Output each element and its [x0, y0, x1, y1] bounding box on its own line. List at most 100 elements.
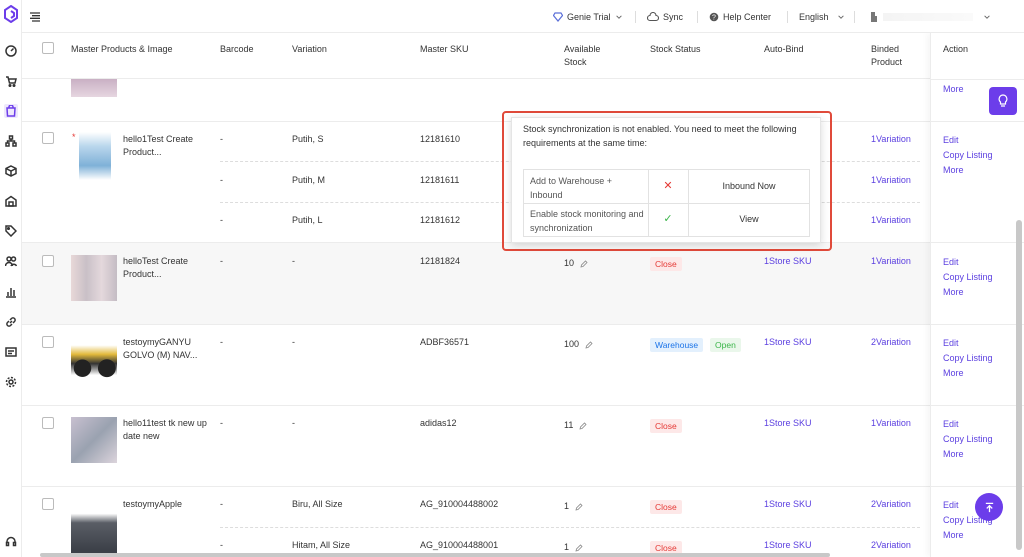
bar-chart-icon[interactable]: [4, 285, 18, 299]
success-check-icon: ✓: [663, 213, 673, 225]
barcode-value: -: [220, 175, 223, 185]
product-name[interactable]: hello1Test Create Product...: [123, 134, 194, 157]
edit-pencil-icon[interactable]: [585, 341, 593, 349]
app-logo-icon[interactable]: [3, 5, 19, 23]
horizontal-scrollbar[interactable]: [40, 553, 830, 557]
warehouse-badge: Warehouse: [650, 338, 704, 352]
binded-product-link[interactable]: 1Variation: [871, 175, 911, 185]
binded-product-link[interactable]: 1Variation: [871, 134, 911, 144]
edit-link[interactable]: Edit: [943, 338, 959, 348]
edit-pencil-icon[interactable]: [579, 422, 587, 430]
col-variation: Variation: [292, 44, 327, 54]
copy-listing-link[interactable]: Copy Listing: [943, 150, 993, 160]
product-image[interactable]: [79, 132, 111, 180]
copy-listing-link[interactable]: Copy Listing: [943, 515, 993, 525]
col-binded-product: Binded Product: [871, 44, 903, 67]
row-checkbox[interactable]: [42, 336, 54, 348]
row-checkbox[interactable]: [42, 132, 54, 144]
account-menu[interactable]: [869, 10, 991, 24]
auto-bind-link[interactable]: 1Store SKU: [764, 499, 812, 509]
auto-bind-link[interactable]: 1Store SKU: [764, 337, 812, 347]
product-name[interactable]: helloTest Create Product...: [123, 256, 189, 279]
help-center-link[interactable]: ? Help Center: [709, 10, 771, 24]
cart-icon[interactable]: [4, 74, 18, 88]
popover-message: Stock synchronization is not enabled. Yo…: [523, 124, 797, 148]
edit-pencil-icon[interactable]: [575, 503, 583, 511]
binded-product-link[interactable]: 1Variation: [871, 215, 911, 225]
available-stock: 1: [564, 500, 583, 513]
row-checkbox[interactable]: [42, 255, 54, 267]
product-image[interactable]: [71, 417, 117, 463]
tips-lightbulb-button[interactable]: [989, 87, 1017, 115]
product-name[interactable]: testoymyGANYU GOLVO (M) NAV...: [123, 337, 198, 360]
col-master-sku: Master SKU: [420, 44, 469, 54]
edit-pencil-icon[interactable]: [580, 260, 588, 268]
copy-listing-link[interactable]: Copy Listing: [943, 272, 993, 282]
hierarchy-icon[interactable]: [4, 134, 18, 148]
diamond-icon: [553, 12, 563, 22]
package-icon[interactable]: [4, 164, 18, 178]
products-icon[interactable]: [4, 104, 18, 118]
link-icon[interactable]: [4, 315, 18, 329]
auto-bind-link[interactable]: 1Store SKU: [764, 540, 812, 550]
binded-product-link[interactable]: 2Variation: [871, 337, 911, 347]
edit-link[interactable]: Edit: [943, 500, 959, 510]
product-image[interactable]: [71, 255, 117, 301]
menu-toggle-icon[interactable]: [29, 10, 41, 24]
lightbulb-icon: [998, 94, 1008, 107]
view-link[interactable]: View: [739, 214, 759, 224]
product-name[interactable]: hello11test tk new up date new: [123, 418, 207, 441]
warehouse-icon[interactable]: [4, 194, 18, 208]
account-name-redacted: [883, 13, 973, 21]
table-row[interactable]: [22, 243, 1024, 324]
product-name[interactable]: testoymyApple: [123, 499, 183, 509]
more-link[interactable]: More: [943, 368, 964, 378]
language-selector[interactable]: English: [799, 10, 845, 24]
product-image[interactable]: [71, 336, 117, 382]
inbound-now-link[interactable]: Inbound Now: [722, 181, 776, 191]
plan-label: Genie Trial: [567, 12, 611, 22]
variation-value: -: [292, 337, 295, 347]
auto-bind-link[interactable]: 1Store SKU: [764, 418, 812, 428]
product-image[interactable]: [71, 79, 117, 97]
more-link[interactable]: More: [943, 165, 964, 175]
tag-icon[interactable]: [4, 224, 18, 238]
edit-link[interactable]: Edit: [943, 257, 959, 267]
auto-bind-link[interactable]: 1Store SKU: [764, 256, 812, 266]
barcode-value: -: [220, 337, 223, 347]
row-checkbox[interactable]: [42, 417, 54, 429]
top-bar: Genie Trial Sync ? Help Center English: [22, 0, 1024, 33]
svg-text:?: ?: [712, 15, 716, 22]
edit-link[interactable]: Edit: [943, 135, 959, 145]
more-link[interactable]: More: [943, 84, 964, 94]
message-icon[interactable]: [4, 345, 18, 359]
help-circle-icon: ?: [709, 12, 719, 22]
binded-product-link[interactable]: 1Variation: [871, 418, 911, 428]
binded-product-link[interactable]: 2Variation: [871, 499, 911, 509]
more-link[interactable]: More: [943, 287, 964, 297]
col-auto-bind: Auto-Bind: [764, 44, 804, 54]
vertical-scrollbar[interactable]: [1016, 220, 1022, 550]
back-to-top-button[interactable]: [975, 493, 1003, 521]
plan-selector[interactable]: Genie Trial: [553, 10, 623, 24]
copy-listing-link[interactable]: Copy Listing: [943, 353, 993, 363]
more-link[interactable]: More: [943, 449, 964, 459]
dashboard-icon[interactable]: [4, 44, 18, 58]
edit-link[interactable]: Edit: [943, 419, 959, 429]
copy-listing-link[interactable]: Copy Listing: [943, 434, 993, 444]
more-link[interactable]: More: [943, 530, 964, 540]
sync-button[interactable]: Sync: [647, 10, 683, 24]
row-checkbox[interactable]: [42, 498, 54, 510]
binded-product-link[interactable]: 1Variation: [871, 256, 911, 266]
settings-icon[interactable]: [4, 375, 18, 389]
popup-highlight-outline: [502, 111, 832, 251]
users-icon[interactable]: [4, 254, 18, 268]
support-headset-icon[interactable]: [4, 535, 18, 549]
edit-pencil-icon[interactable]: [575, 544, 583, 552]
chevron-down-icon: [984, 15, 990, 19]
barcode-value: -: [220, 256, 223, 266]
available-stock: 11: [564, 419, 587, 432]
product-image[interactable]: [71, 509, 117, 555]
select-all-checkbox[interactable]: [42, 42, 54, 54]
binded-product-link[interactable]: 2Variation: [871, 540, 911, 550]
